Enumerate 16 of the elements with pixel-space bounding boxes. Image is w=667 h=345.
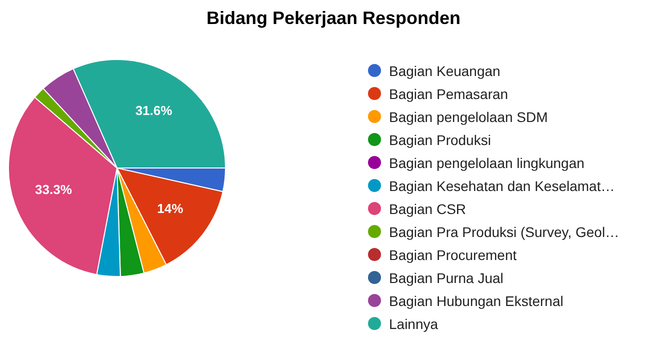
- legend-label: Bagian Kesehatan dan Keselamat…: [389, 178, 615, 194]
- legend-label: Bagian pengelolaan SDM: [389, 108, 548, 124]
- legend-label: Bagian CSR: [389, 200, 466, 216]
- legend-label: Bagian Hubungan Eksternal: [389, 292, 564, 308]
- legend-label: Bagian Pemasaran: [389, 86, 508, 102]
- legend-label: Bagian Keuangan: [389, 62, 500, 78]
- data-label: 31.6%: [135, 103, 173, 118]
- data-label: 33.3%: [35, 182, 72, 197]
- legend-label: Bagian Pra Produksi (Survey, Geol…: [389, 224, 620, 240]
- data-label: 14%: [157, 200, 184, 216]
- legend-label: Lainnya: [389, 316, 438, 332]
- legend-label: Bagian Procurement: [389, 246, 517, 262]
- legend-label: Bagian Produksi: [389, 132, 491, 148]
- legend-label: Bagian Purna Jual: [389, 270, 504, 286]
- legend-label: Bagian pengelolaan lingkungan: [389, 154, 584, 170]
- chart-title: Bidang Pekerjaan Responden: [205, 8, 462, 29]
